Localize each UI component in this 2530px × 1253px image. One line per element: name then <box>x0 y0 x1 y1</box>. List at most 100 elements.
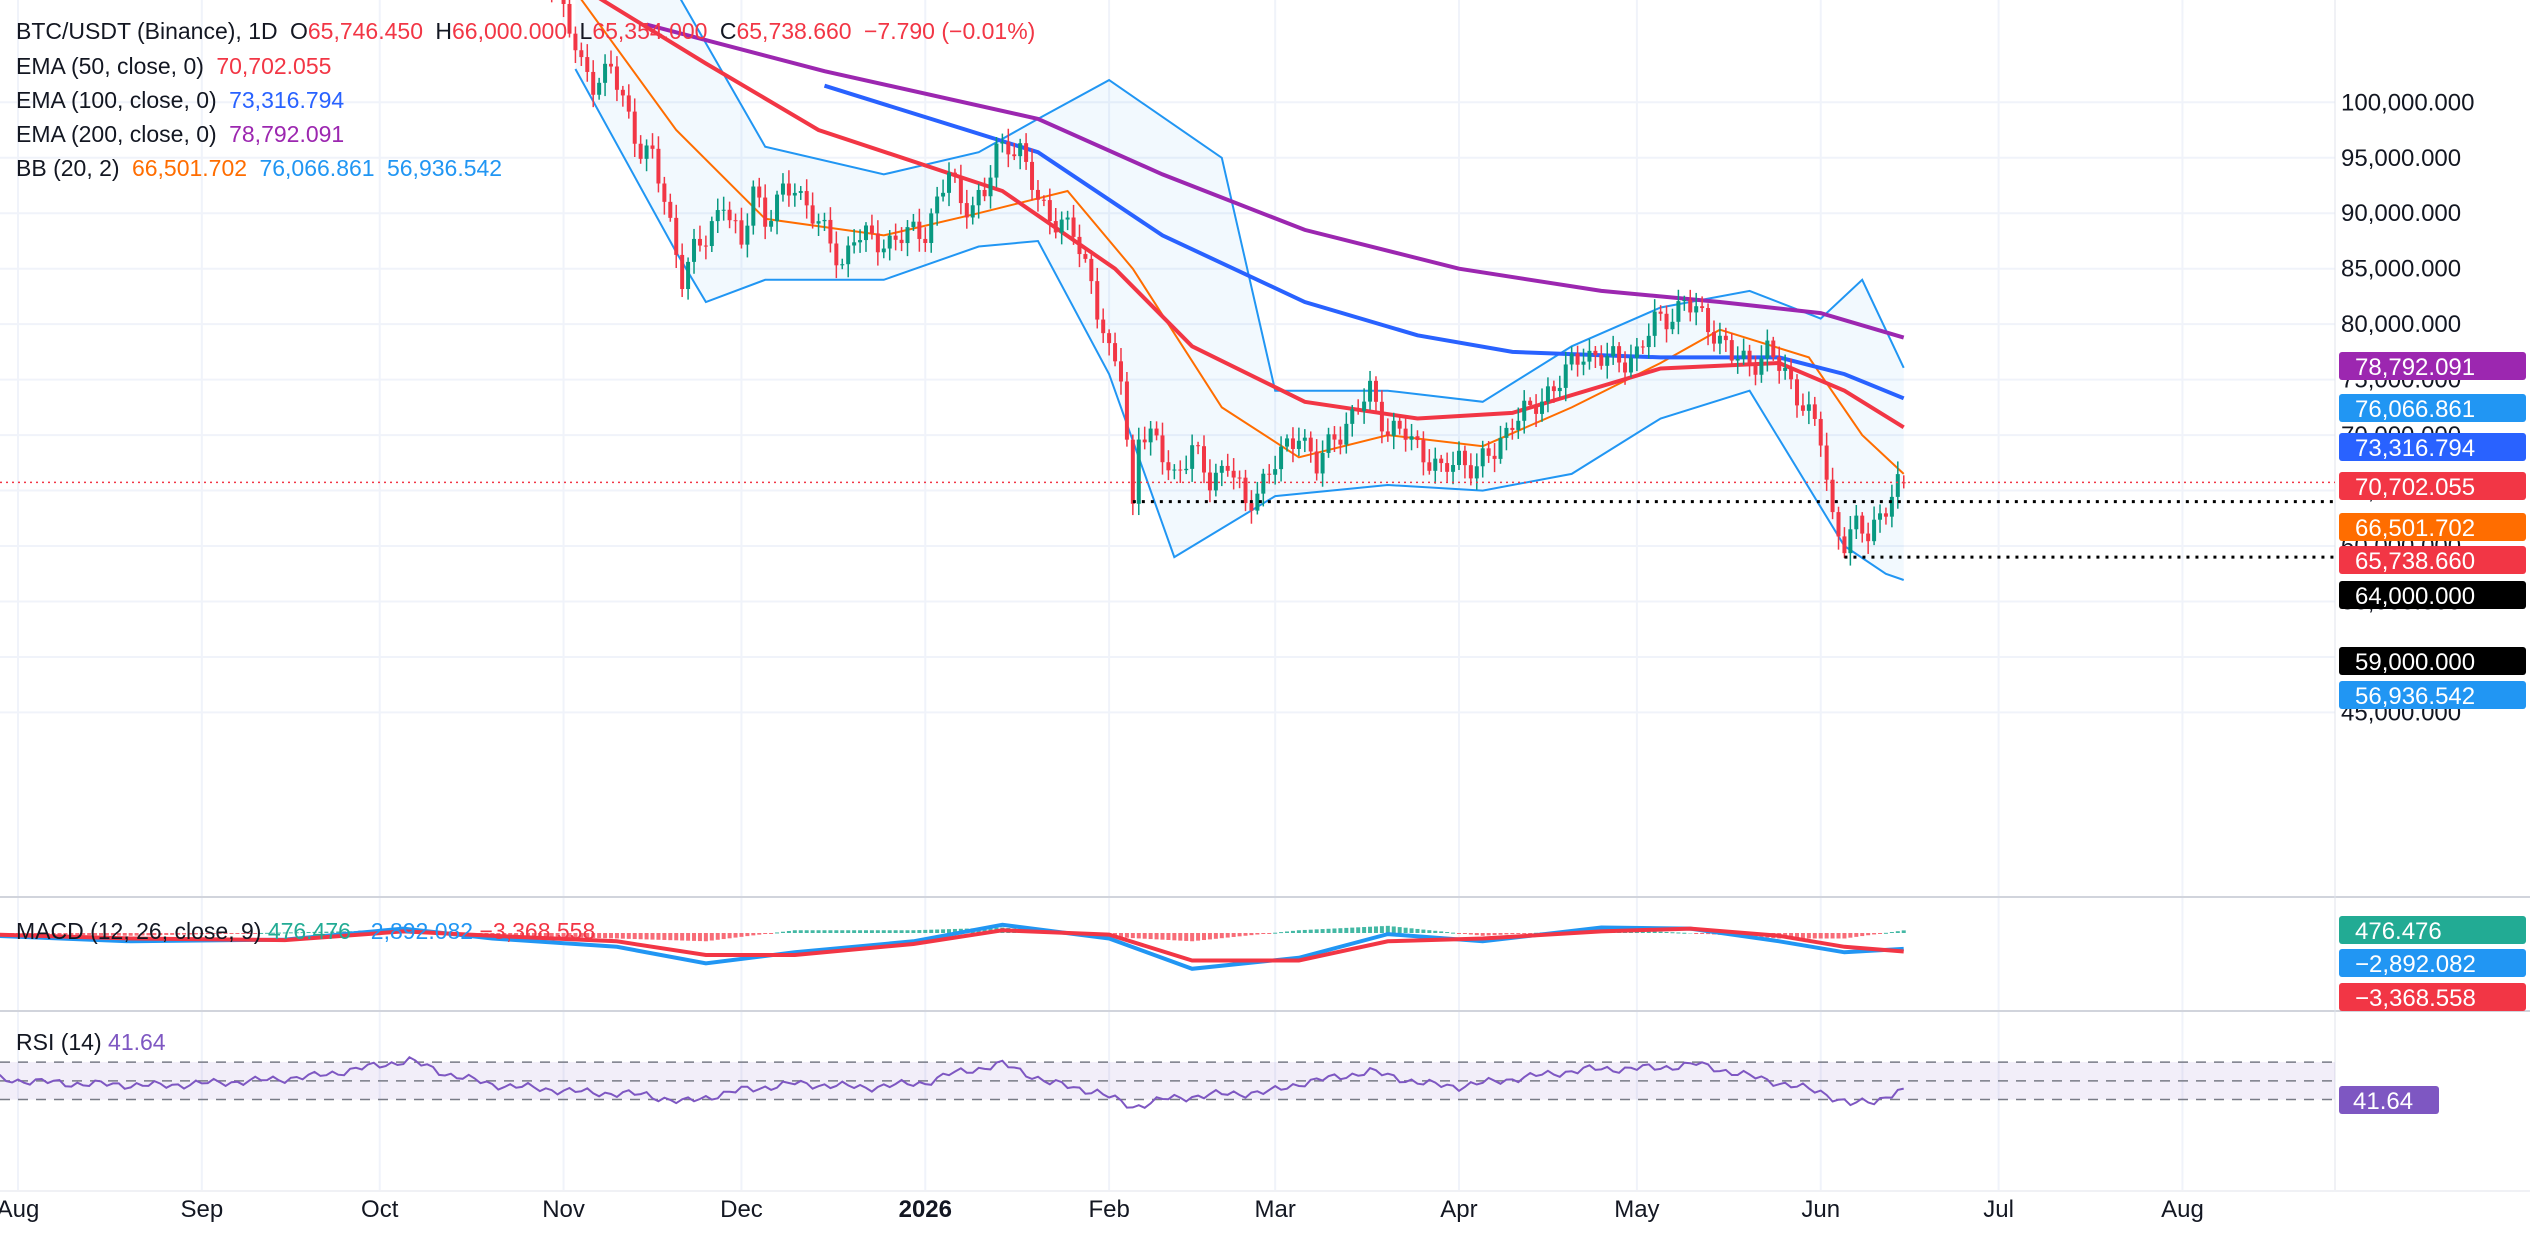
macd-histogram-bar <box>1273 932 1278 934</box>
candle-body <box>1439 458 1444 464</box>
candle-body <box>852 242 857 246</box>
candle-body <box>875 233 880 253</box>
candle-body <box>1213 472 1218 491</box>
macd-histogram-bar <box>217 933 222 934</box>
ema200-label: EMA (200, close, 0) <box>16 121 217 147</box>
rsi-line <box>0 1056 1904 1109</box>
macd-histogram-bar <box>1326 928 1331 933</box>
candle-body <box>1706 308 1711 333</box>
candle-body <box>1623 362 1628 373</box>
candle-body <box>1362 401 1367 411</box>
candle-body <box>680 254 685 290</box>
price-label-text: 56,936.542 <box>2355 683 2475 710</box>
macd-histogram-bar <box>1486 933 1491 936</box>
candle-body <box>816 221 821 224</box>
candle-body <box>1178 469 1183 471</box>
candle-body <box>1777 357 1782 371</box>
candle-body <box>1136 439 1141 504</box>
macd-histogram-bar <box>1231 933 1236 937</box>
macd-histogram-bar <box>1166 933 1171 940</box>
x-tick-label: Sep <box>180 1196 223 1223</box>
macd-histogram-bar <box>51 933 56 935</box>
time-axis[interactable]: Aug Sep Oct Nov Dec 2026 Feb Mar Apr May Jun Jul Aug <box>0 1190 2530 1223</box>
macd-histogram-bar <box>1202 933 1206 941</box>
macd-histogram-bar <box>1178 933 1183 941</box>
candle-body <box>709 221 714 247</box>
macd-histogram-bar <box>822 930 827 933</box>
rsi-value: 41.64 <box>108 1029 166 1055</box>
macd-hist-value: 476.476 <box>267 918 351 944</box>
macd-histogram-bar <box>265 932 270 934</box>
macd-histogram-bar <box>692 933 697 941</box>
macd-histogram-bar <box>1160 933 1165 940</box>
price-label-text: 70,702.055 <box>2355 474 2475 501</box>
price-pane[interactable] <box>532 0 1906 581</box>
candle-body <box>798 191 803 193</box>
candle-body <box>1225 465 1230 471</box>
macd-histogram-bar <box>1154 933 1159 940</box>
macd-histogram-bar <box>549 933 554 938</box>
macd-histogram-bar <box>1818 933 1823 939</box>
candle-body <box>626 95 631 112</box>
macd-histogram-bar <box>1267 933 1272 934</box>
macd-histogram-bar <box>597 933 602 939</box>
candle-body <box>1255 493 1260 511</box>
macd-histogram-bar <box>1314 929 1319 933</box>
macd-histogram-bar <box>1320 929 1325 933</box>
macd-histogram-bar <box>93 933 98 936</box>
rsi-pane[interactable] <box>0 1056 2335 1109</box>
macd-histogram-bar <box>591 933 596 938</box>
price-label-text: 64,000.000 <box>2355 583 2475 610</box>
candle-body <box>1789 367 1794 380</box>
macd-histogram-bar <box>140 933 145 936</box>
price-label-text: 59,000.000 <box>2355 649 2475 676</box>
macd-histogram-bar <box>929 929 934 933</box>
candle-body <box>1670 321 1675 330</box>
macd-histogram-bar <box>1889 932 1894 934</box>
macd-histogram-bar <box>63 933 68 935</box>
macd-histogram-bar <box>288 932 293 934</box>
price-label-text: 78,792.091 <box>2355 354 2475 381</box>
macd-histogram-bar <box>247 933 252 934</box>
bb-legend: BB (20, 2) 66,501.702 76,066.861 56,936.… <box>16 155 508 182</box>
macd-histogram-bar <box>893 930 898 933</box>
bb-upper-value: 76,066.861 <box>259 155 375 181</box>
macd-histogram-bar <box>780 931 785 933</box>
macd-histogram-bar <box>1706 933 1711 935</box>
candle-body <box>887 235 892 249</box>
candle-body <box>1557 387 1562 392</box>
candle-body <box>899 239 904 244</box>
candle-body <box>1427 462 1432 471</box>
candle-body <box>1118 361 1123 382</box>
macd-histogram-bar <box>923 929 928 933</box>
macd-histogram-bar <box>1658 931 1663 933</box>
macd-histogram-bar <box>644 933 649 940</box>
candle-body <box>1071 217 1076 237</box>
candle-body <box>1812 404 1817 419</box>
candle-body <box>1492 455 1497 459</box>
candle-body <box>917 221 922 239</box>
macd-histogram-bar <box>182 933 187 935</box>
macd-pane[interactable] <box>0 922 1906 971</box>
candle-body <box>1296 440 1301 449</box>
candle-body <box>970 205 975 218</box>
macd-histogram-bar <box>792 930 797 933</box>
candle-body <box>656 148 661 184</box>
macd-histogram-bar <box>911 930 916 933</box>
macd-histogram-bar <box>1456 933 1461 934</box>
candle-body <box>573 33 578 51</box>
macd-histogram-bar <box>899 930 904 933</box>
candle-body <box>1747 350 1752 365</box>
candle-body <box>1433 458 1438 471</box>
x-tick-label: Feb <box>1088 1196 1129 1223</box>
candle-body <box>1599 354 1604 366</box>
macd-histogram-bar <box>952 928 957 933</box>
candle-body <box>1522 400 1527 421</box>
candle-body <box>1237 477 1242 479</box>
candle-body <box>905 227 910 244</box>
macd-histogram-bar <box>187 933 192 935</box>
candle-body <box>952 172 957 176</box>
macd-histogram-bar <box>804 930 809 933</box>
macd-histogram-bar <box>1700 933 1705 934</box>
